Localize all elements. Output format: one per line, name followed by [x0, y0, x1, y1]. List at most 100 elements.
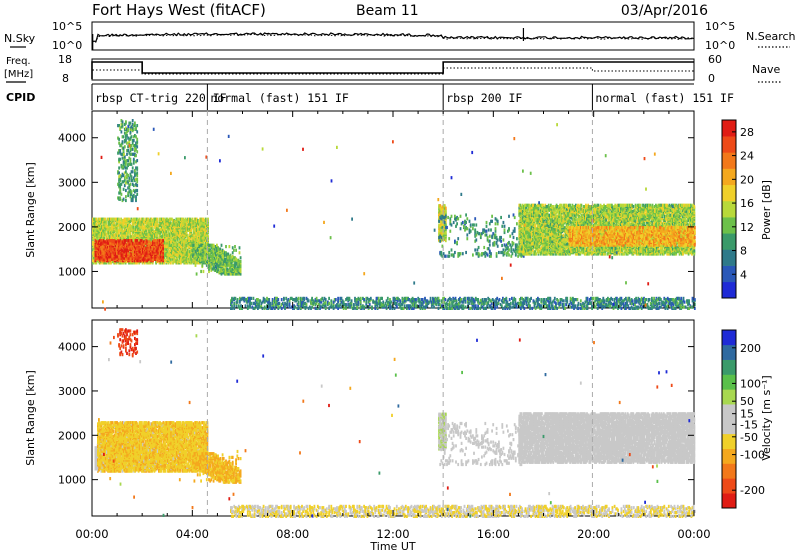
nsky-trace — [92, 33, 694, 41]
echo-cell — [133, 139, 135, 142]
echo-cell — [281, 307, 283, 310]
cpid-segment-label: rbsp 200 IF — [446, 91, 522, 105]
echo-cell — [277, 298, 279, 301]
rti-figure: Fort Hays West (fitACF) Beam 11 03/Apr/2… — [0, 0, 800, 554]
echo-cell — [465, 306, 467, 309]
echo-cell — [245, 304, 247, 307]
echo-cell — [370, 297, 372, 300]
echo-cell — [136, 178, 138, 181]
echo-cell — [404, 304, 406, 307]
echo-cell — [231, 304, 233, 307]
freq-label: Freq. — [6, 56, 31, 67]
echo-cell — [308, 299, 310, 302]
nsearch-label: N.Search — [746, 30, 796, 43]
echo-cell — [203, 270, 205, 273]
echo-cell — [240, 256, 242, 259]
echo-cell — [328, 297, 330, 300]
echo-cell — [463, 304, 465, 307]
echo-cell — [118, 166, 120, 169]
radar-title: Fort Hays West (fitACF) — [92, 1, 266, 19]
echo-cell — [262, 307, 264, 310]
echo-cell — [131, 175, 133, 178]
echo-cell — [131, 190, 133, 193]
cpid-segment-label: rbsp CT-trig 220 IF — [95, 91, 227, 105]
echo-cell — [264, 306, 266, 309]
echo-cell — [133, 158, 135, 161]
echo-cell — [270, 302, 272, 305]
echo-cell — [353, 303, 355, 306]
noise-tick-left-top: 10^5 — [52, 20, 82, 33]
echo-cell — [438, 307, 440, 310]
echo-cell — [298, 301, 300, 304]
echo-cell — [136, 171, 138, 174]
freq-unit-label: [MHz] — [4, 69, 33, 80]
echo-cell — [394, 307, 396, 310]
echo-cell — [133, 184, 135, 187]
nave-label: Nave — [752, 63, 780, 76]
echo-cell — [136, 130, 138, 133]
echo-cell — [240, 260, 242, 263]
echo-cell — [485, 298, 487, 301]
echo-cell — [456, 299, 458, 302]
echo-cell — [123, 135, 125, 138]
echo-cell — [123, 198, 125, 201]
echo-cell — [381, 297, 383, 300]
echo-cell — [477, 298, 479, 301]
echo-cell — [345, 303, 347, 306]
echo-cell — [136, 159, 138, 162]
echo-cell — [134, 122, 136, 125]
nave-tick-bottom: 0 — [708, 72, 715, 85]
echo-cell — [132, 170, 134, 173]
echo-cell — [330, 299, 332, 302]
echo-cell — [132, 119, 134, 122]
echo-cell — [465, 297, 467, 300]
echo-cell — [125, 239, 127, 242]
echo-cell — [121, 130, 123, 133]
echo-cell — [387, 297, 389, 300]
noise-tick-right-top: 10^5 — [705, 20, 735, 33]
echo-cell — [119, 196, 121, 199]
echo-cell — [510, 302, 512, 305]
echo-cell — [122, 120, 124, 123]
echo-cell — [127, 128, 129, 131]
echo-cell — [125, 199, 127, 202]
echo-cell — [125, 189, 127, 192]
echo-cell — [136, 166, 138, 169]
echo-cell — [294, 306, 296, 309]
echo-cell — [233, 302, 235, 305]
echo-cell — [122, 140, 124, 143]
echo-cell — [328, 302, 330, 305]
echo-cell — [123, 188, 125, 191]
noise-tick-right-bottom: 10^0 — [705, 39, 735, 52]
echo-cell — [360, 297, 362, 300]
echo-cell — [430, 297, 432, 300]
echo-cell — [221, 244, 223, 247]
echo-cell — [136, 145, 138, 148]
echo-cell — [298, 297, 300, 300]
echo-cell — [162, 244, 164, 247]
echo-cell — [235, 249, 237, 252]
echo-cell — [369, 303, 371, 306]
echo-cell — [351, 299, 353, 302]
echo-cell — [130, 158, 132, 161]
echo-cell — [130, 183, 132, 186]
echo-cell — [502, 307, 504, 310]
echo-cell — [510, 306, 512, 309]
echo-cell — [363, 298, 365, 301]
echo-cell — [250, 302, 252, 305]
echo-cell — [135, 154, 137, 157]
echo-cell — [335, 298, 337, 301]
echo-cell — [126, 153, 128, 156]
echo-cell — [444, 298, 446, 301]
echo-cell — [382, 301, 384, 304]
echo-cell — [131, 135, 133, 138]
echo-cell — [136, 189, 138, 192]
echo-cell — [237, 298, 239, 301]
echo-cell — [200, 270, 202, 273]
nave-tick-top: 60 — [708, 53, 722, 66]
freq-tick-bottom: 8 — [62, 72, 69, 85]
echo-cell — [325, 298, 327, 301]
echo-cell — [399, 299, 401, 302]
echo-cell — [133, 194, 135, 197]
cpid-label: CPID — [6, 91, 35, 104]
